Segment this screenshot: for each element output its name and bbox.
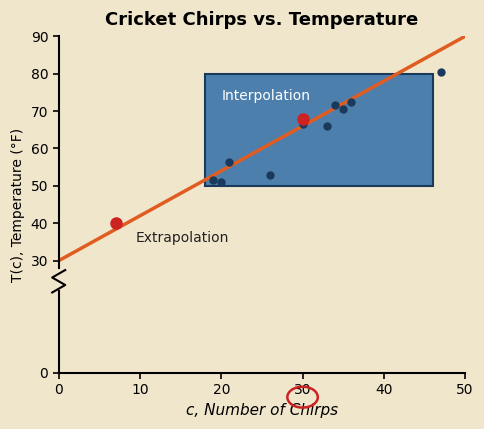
Bar bbox=[205, 74, 432, 186]
Y-axis label: T(c), Temperature (°F): T(c), Temperature (°F) bbox=[11, 127, 25, 281]
Text: Interpolation: Interpolation bbox=[221, 89, 310, 103]
Text: Extrapolation: Extrapolation bbox=[136, 231, 229, 245]
X-axis label: c, Number of Chirps: c, Number of Chirps bbox=[185, 403, 337, 418]
Title: Cricket Chirps vs. Temperature: Cricket Chirps vs. Temperature bbox=[105, 11, 418, 29]
